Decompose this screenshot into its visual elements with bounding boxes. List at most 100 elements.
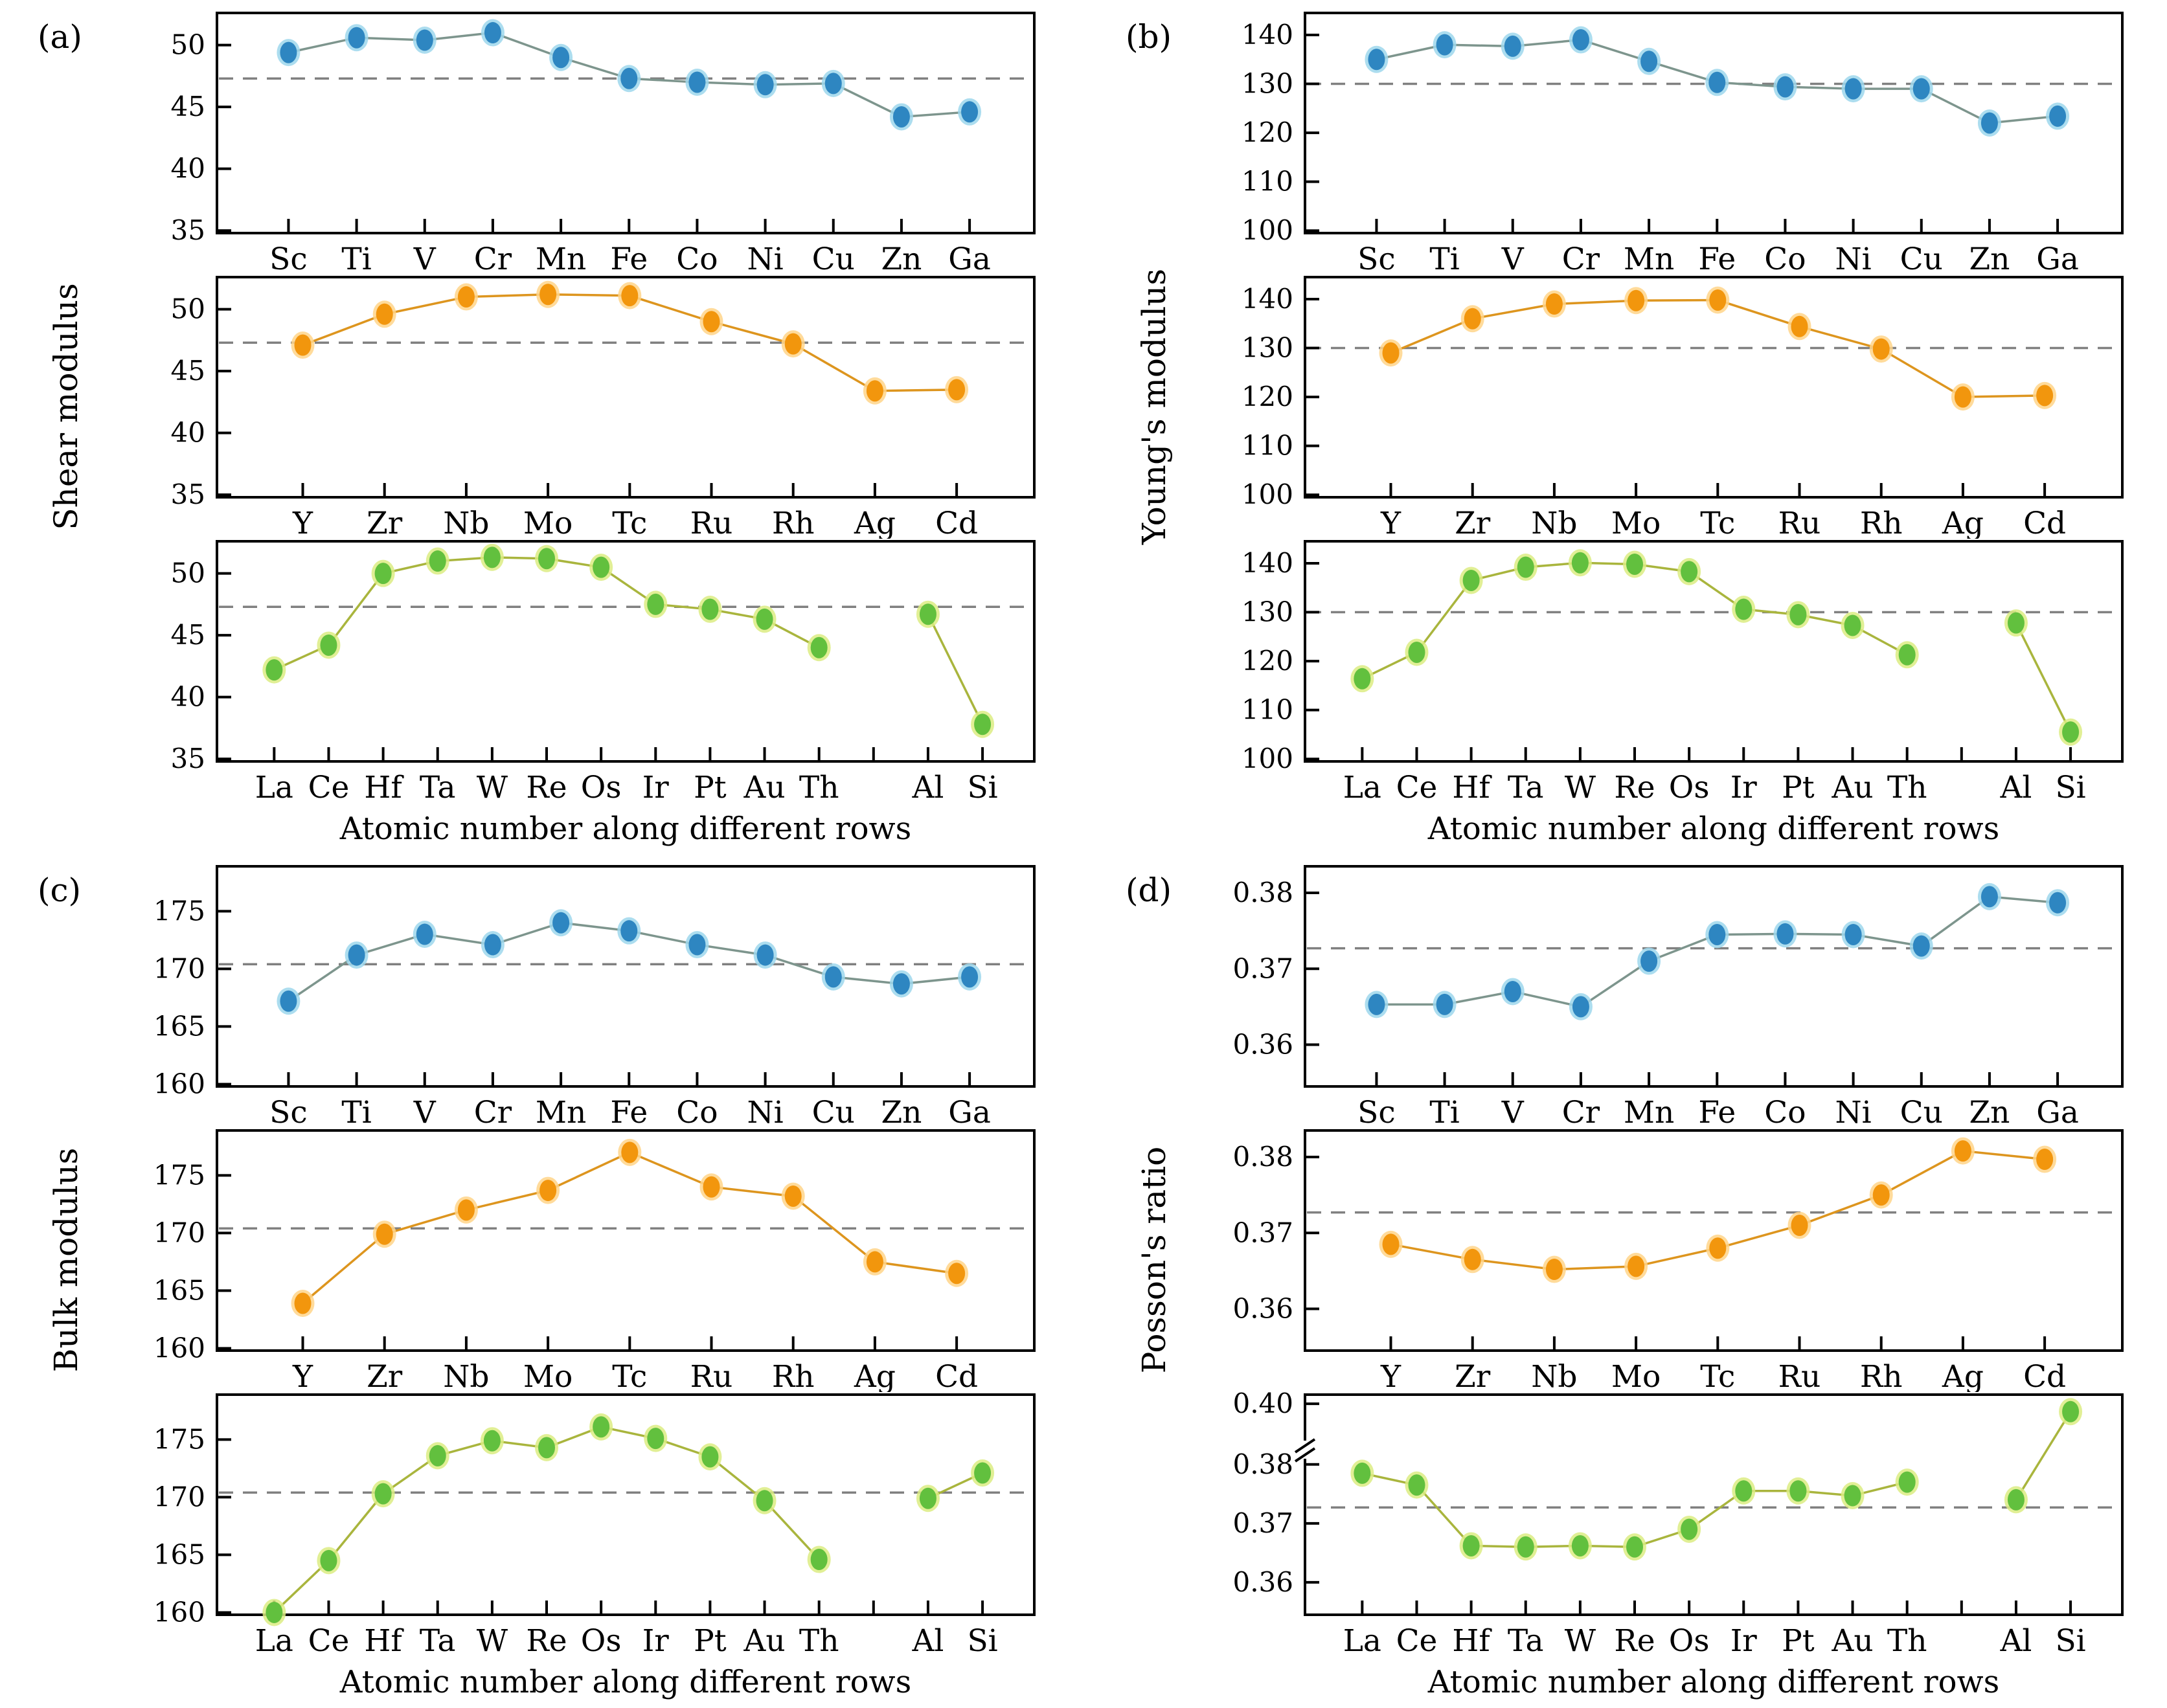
y-tick-label: 110 [1242,430,1293,462]
data-point [484,22,501,44]
x-tick-label: Pt [1782,1623,1815,1656]
x-tick-label: W [1565,770,1596,803]
x-axis-label: Atomic number along different rows [339,811,912,847]
data-point [1545,1259,1563,1281]
y-tick-label: 40 [171,681,205,713]
y-tick-label: 175 [153,895,205,927]
data-point [1408,642,1425,664]
data-point [1954,1140,1971,1162]
x-tick-label: Ni [1835,1095,1872,1128]
data-point [1791,1215,1808,1237]
x-tick-label: Co [1764,1095,1806,1128]
y-tick-label: 170 [153,1217,205,1248]
y-tick-label: 130 [1242,332,1293,364]
data-point [374,1483,392,1505]
y-tick-label: 140 [1242,283,1293,315]
x-tick-label: Al [911,1623,944,1656]
data-point [429,550,446,572]
x-tick-label: Zr [1455,1359,1491,1392]
data-point [1898,644,1916,666]
data-point [1708,924,1726,946]
plot-box [216,1393,1036,1616]
data-point [593,556,610,578]
y-tick-label: 0.38 [1232,1141,1293,1173]
y-tick-label: 100 [1242,214,1293,246]
data-point [621,1141,639,1163]
panel-letter: (b) [1126,18,1172,56]
data-point [810,1549,828,1571]
data-point [1626,1536,1644,1558]
data-point [1912,935,1930,957]
data-point [266,659,283,681]
y-tick-label: 45 [171,355,205,387]
y-tick-label: 120 [1242,117,1293,148]
data-point [483,1430,501,1452]
x-tick-label: Cu [1900,242,1943,275]
data-point [1436,993,1453,1015]
x-tick-label: Ni [747,242,784,275]
data-point [621,285,639,307]
x-tick-label: Ru [690,506,733,539]
data-point [1571,1534,1589,1556]
data-point [1789,1480,1807,1502]
data-point [647,1428,664,1450]
x-tick-label: Y [1380,506,1401,539]
y-tick-label: 110 [1242,166,1293,197]
x-tick-label: Nb [1531,1359,1577,1392]
axis-break-mask [1303,1441,1308,1459]
y-tick-label: 35 [171,478,205,510]
x-tick-label: Ti [341,1095,371,1128]
x-tick-label: Sc [1357,1095,1396,1128]
x-tick-label: Mo [1611,1359,1661,1392]
plot-box [1304,1129,2124,1352]
panel-c: (c) Bulk modulus 160 165 170 175 Sc Ti V Cr Mn Fe… [32,859,1072,1707]
data-point [919,1487,936,1509]
x-tick-label: Ti [1429,1095,1459,1128]
x-tick-label: Zn [1969,1095,2010,1128]
y-tick-label: 100 [1242,743,1293,774]
x-tick-label: Th [1887,770,1927,803]
data-point [1709,1237,1727,1259]
x-tick-label: Ce [1396,1623,1438,1656]
data-point [1464,1248,1481,1270]
data-point [320,634,337,656]
y-tick-label: 110 [1242,694,1293,726]
y-tick-label: 50 [171,29,205,61]
y-tick-label: 50 [171,293,205,325]
x-tick-label: Nb [443,1359,489,1392]
x-tick-label: Ru [1778,506,1821,539]
x-tick-label: Rh [1860,506,1903,539]
y-tick-label: 140 [1242,19,1293,51]
data-point [1954,386,1971,408]
axis-break-icon [1294,1438,1316,1454]
data-point [1681,1518,1698,1540]
x-axis-label: Atomic number along different rows [339,1664,912,1700]
data-point [539,1180,557,1202]
series-line [2015,1411,2072,1501]
x-tick-label: Ta [420,770,456,803]
y-tick-label: 0.36 [1232,1293,1293,1325]
data-point [280,990,297,1012]
data-point [688,934,706,956]
x-tick-label: La [1343,770,1381,803]
x-tick-label: Ir [1730,1623,1758,1656]
panel-letter: (a) [38,18,82,56]
x-tick-label: Zn [1969,242,2010,275]
x-tick-label: Mn [1624,1095,1674,1128]
data-point [457,286,475,308]
panel-a: (a) Shear modulus 35 40 45 50 Sc Ti V Cr Mn Fe Co N… [32,5,1072,853]
y-axis-label: Posson's ratio [1135,1146,1173,1374]
line-chart: 100 110 120 130 140 La Ce Hf Ta W Re Os Ir Pt Au Th Al Si [1242,540,2124,803]
x-tick-label: Th [1887,1623,1927,1656]
x-tick-label: Tc [1700,506,1735,539]
y-tick-label: 160 [153,1068,205,1099]
data-point [1844,1485,1861,1507]
x-tick-label: Zn [881,1095,922,1128]
data-point [294,334,312,356]
x-tick-label: Hf [364,1623,404,1656]
plot-box [216,1129,1036,1352]
line-chart: 160 165 170 175 Sc Ti V Cr Mn Fe Co Ni Cu Zn Ga [153,865,1036,1128]
data-point [1791,315,1808,337]
x-tick-label: Re [526,770,567,803]
